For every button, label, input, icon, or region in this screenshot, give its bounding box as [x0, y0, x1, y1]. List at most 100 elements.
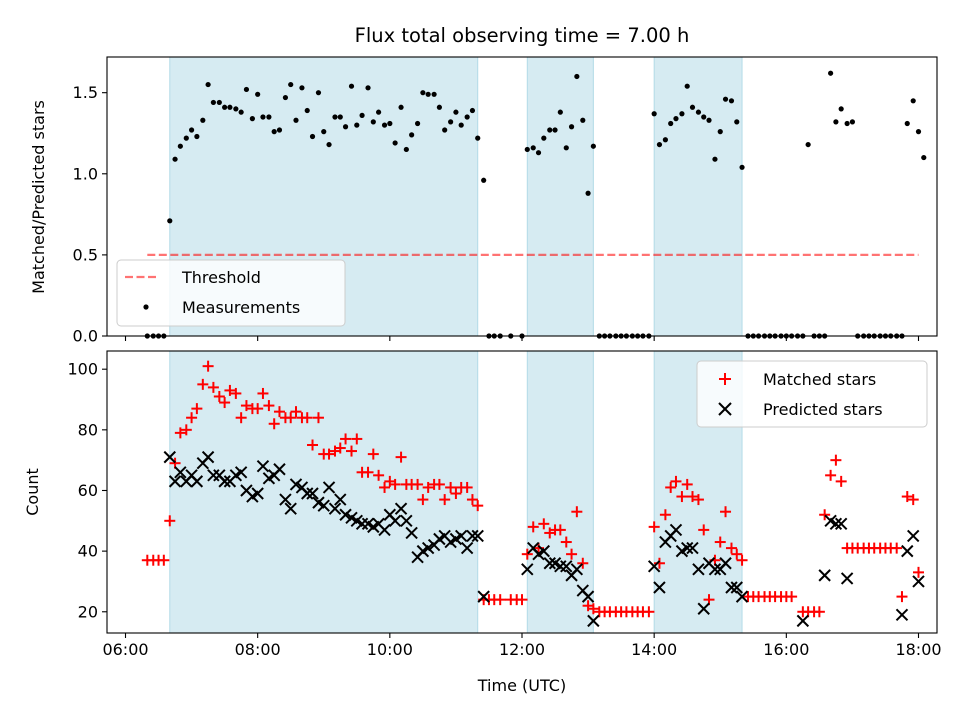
predicted-star-point	[647, 560, 661, 573]
matched-star-point	[527, 521, 539, 533]
measurement-point	[590, 143, 596, 149]
measurement-point	[309, 133, 316, 140]
predicted-star-point	[686, 541, 699, 555]
matched-star-point	[819, 509, 831, 521]
matched-star-point	[720, 506, 732, 518]
bottom-x-axis-label: Time (UTC)	[477, 676, 566, 695]
measurement-point	[728, 98, 735, 104]
top-y-tick-label: 0.0	[73, 327, 98, 346]
measurement-point	[238, 109, 244, 115]
predicted-star-point	[537, 544, 551, 558]
matched-star-point	[312, 412, 324, 424]
measurement-point	[381, 122, 388, 128]
measurement-point	[739, 164, 745, 170]
matched-star-point	[268, 418, 280, 430]
bottom-legend-box	[696, 360, 928, 428]
matched-star-point	[813, 606, 825, 618]
top-legend: Threshold Measurements	[116, 259, 346, 327]
measurement-point	[689, 104, 696, 110]
predicted-star-point	[466, 529, 479, 543]
predicted-star-point	[378, 523, 391, 537]
predicted-star-point	[201, 450, 215, 464]
measurement-point	[216, 99, 222, 106]
predicted-star-point	[421, 541, 435, 555]
bottom-x-tick-label: 12:00	[499, 640, 545, 659]
top-y-tick-label: 1.0	[73, 164, 98, 183]
measurement-point	[849, 119, 856, 125]
measurement-point	[337, 114, 343, 120]
predicted-star-point	[521, 563, 534, 576]
measurement-point	[805, 141, 811, 148]
measurement-point	[348, 83, 355, 89]
measurement-point	[701, 114, 707, 120]
matched-star-point	[731, 548, 743, 560]
matched-star-point	[307, 439, 319, 451]
matched-star-point	[670, 475, 682, 487]
matched-star-point	[587, 603, 599, 615]
measurement-point	[833, 119, 839, 125]
measurement-point	[921, 154, 927, 161]
predicted-star-point	[477, 590, 490, 603]
predicted-star-point	[454, 529, 468, 543]
predicted-star-point	[339, 508, 352, 521]
matched-star-point	[554, 524, 566, 536]
matched-star-point	[186, 412, 198, 424]
measurement-point	[414, 120, 421, 127]
measurement-point	[541, 135, 547, 141]
matched-star-point	[273, 406, 285, 418]
matched-star-point	[912, 566, 924, 578]
measurement-point	[651, 111, 657, 117]
top-y-tick-label: 1.5	[73, 83, 98, 102]
matched-star-point	[235, 412, 247, 424]
predicted-star-point	[901, 544, 914, 558]
matched-stars-legend-swatch	[719, 373, 731, 385]
matched-star-point	[714, 536, 726, 548]
matched-star-point	[191, 403, 203, 415]
predicted-star-point	[570, 563, 584, 576]
predicted-star-point	[174, 466, 187, 479]
matched-star-point	[395, 451, 407, 463]
matched-star-point	[686, 491, 698, 503]
measurement-point	[409, 132, 415, 138]
measurement-points	[144, 70, 927, 339]
measurement-point	[904, 120, 910, 127]
matched-star-point	[263, 400, 275, 412]
measurement-point	[442, 127, 448, 133]
matched-star-point	[571, 506, 583, 518]
matched-star-point	[301, 412, 313, 424]
measurement-point	[656, 141, 663, 148]
measurement-point	[282, 94, 289, 101]
predicted-star-point	[730, 581, 743, 594]
measurement-point	[210, 99, 216, 106]
matched-star-point	[698, 524, 710, 536]
predicted-star-point	[284, 502, 297, 515]
top-shaded-interval-2	[526, 56, 594, 337]
predicted-star-point	[301, 487, 314, 500]
matched-star-point	[521, 548, 533, 560]
measurements-legend-label: Measurements	[182, 298, 300, 317]
predicted-stars-legend-label: Predicted stars	[763, 400, 883, 419]
measurement-point	[392, 140, 398, 146]
predicted-star-point	[190, 475, 204, 488]
predicted-stars-points	[163, 450, 925, 628]
measurement-point	[354, 122, 360, 128]
matched-star-point	[433, 478, 445, 490]
measurement-point	[299, 85, 305, 91]
measurement-point	[547, 127, 553, 133]
measurement-point	[464, 114, 470, 120]
top-legend-box	[116, 259, 346, 327]
predicted-star-point	[834, 517, 848, 531]
measurement-point	[365, 85, 371, 91]
predicted-star-point	[388, 514, 402, 528]
measurement-point	[359, 112, 365, 118]
matched-star-point	[257, 387, 269, 399]
measurement-point	[722, 96, 729, 102]
matched-star-point	[450, 488, 462, 500]
predicted-star-point	[560, 560, 573, 573]
predicted-star-point	[251, 487, 264, 500]
measurement-point	[469, 107, 476, 114]
matched-star-point	[461, 481, 473, 493]
predicted-star-point	[725, 581, 738, 594]
bottom-x-axis-ticks: 06:00 08:00 10:00 12:00 14:00 16:00 18:00	[102, 633, 942, 659]
